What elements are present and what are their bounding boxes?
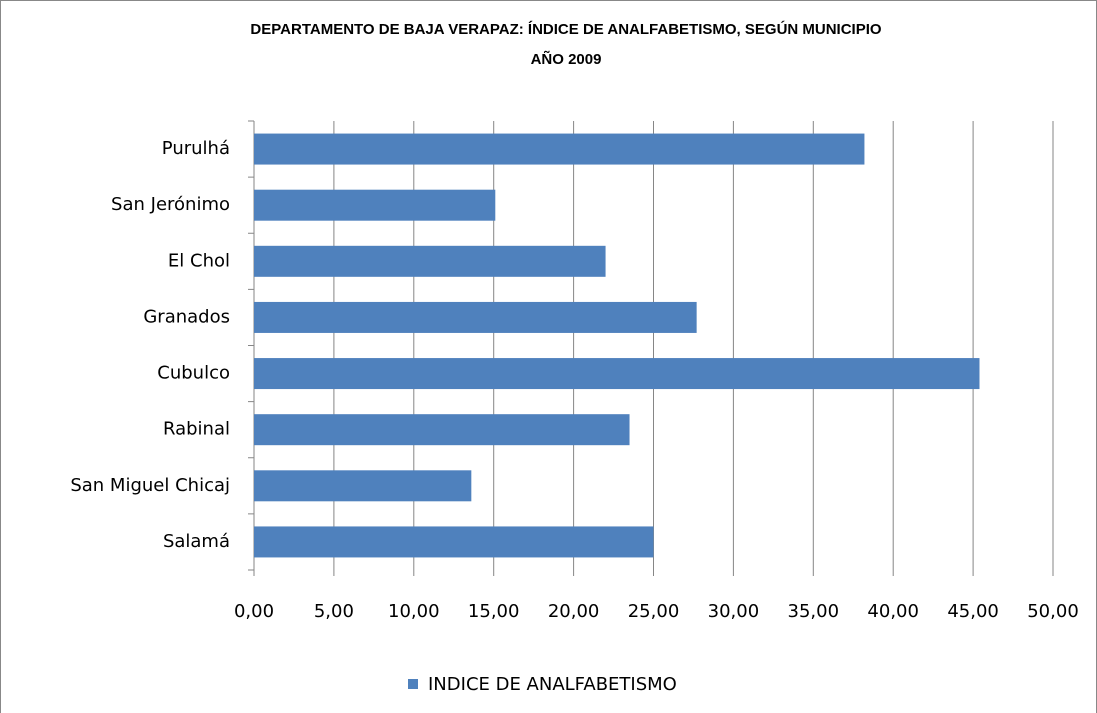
bar bbox=[254, 470, 472, 502]
x-tick-label: 20,00 bbox=[548, 601, 600, 622]
x-tick-label: 40,00 bbox=[867, 601, 919, 622]
chart-title: DEPARTAMENTO DE BAJA VERAPAZ: ÍNDICE DE … bbox=[250, 20, 881, 38]
x-tick-label: 45,00 bbox=[947, 601, 999, 622]
bar bbox=[254, 189, 496, 221]
bar bbox=[254, 301, 697, 333]
legend-swatch bbox=[408, 679, 418, 689]
bar bbox=[254, 133, 865, 165]
x-tick-label: 10,00 bbox=[388, 601, 440, 622]
x-tick-label: 35,00 bbox=[788, 601, 840, 622]
bar bbox=[254, 245, 606, 277]
x-tick-label: 50,00 bbox=[1027, 601, 1079, 622]
x-tick-label: 5,00 bbox=[314, 601, 354, 622]
bar bbox=[254, 414, 630, 446]
bar bbox=[254, 358, 980, 390]
x-tick-label: 15,00 bbox=[468, 601, 520, 622]
y-tick-label: Purulhá bbox=[162, 138, 230, 159]
y-tick-label: San Jerónimo bbox=[111, 194, 230, 215]
y-tick-label: San Miguel Chicaj bbox=[70, 475, 230, 496]
y-tick-label: El Chol bbox=[168, 250, 230, 271]
bar bbox=[254, 526, 654, 558]
x-tick-label: 25,00 bbox=[628, 601, 680, 622]
x-tick-label: 0,00 bbox=[234, 601, 274, 622]
y-tick-label: Granados bbox=[143, 306, 230, 327]
y-tick-label: Cubulco bbox=[157, 363, 230, 384]
chart-subtitle: AÑO 2009 bbox=[531, 50, 602, 68]
y-tick-label: Salamá bbox=[163, 531, 230, 552]
x-tick-label: 30,00 bbox=[708, 601, 760, 622]
y-tick-label: Rabinal bbox=[163, 419, 230, 440]
legend-label: INDICE DE ANALFABETISMO bbox=[428, 674, 677, 695]
